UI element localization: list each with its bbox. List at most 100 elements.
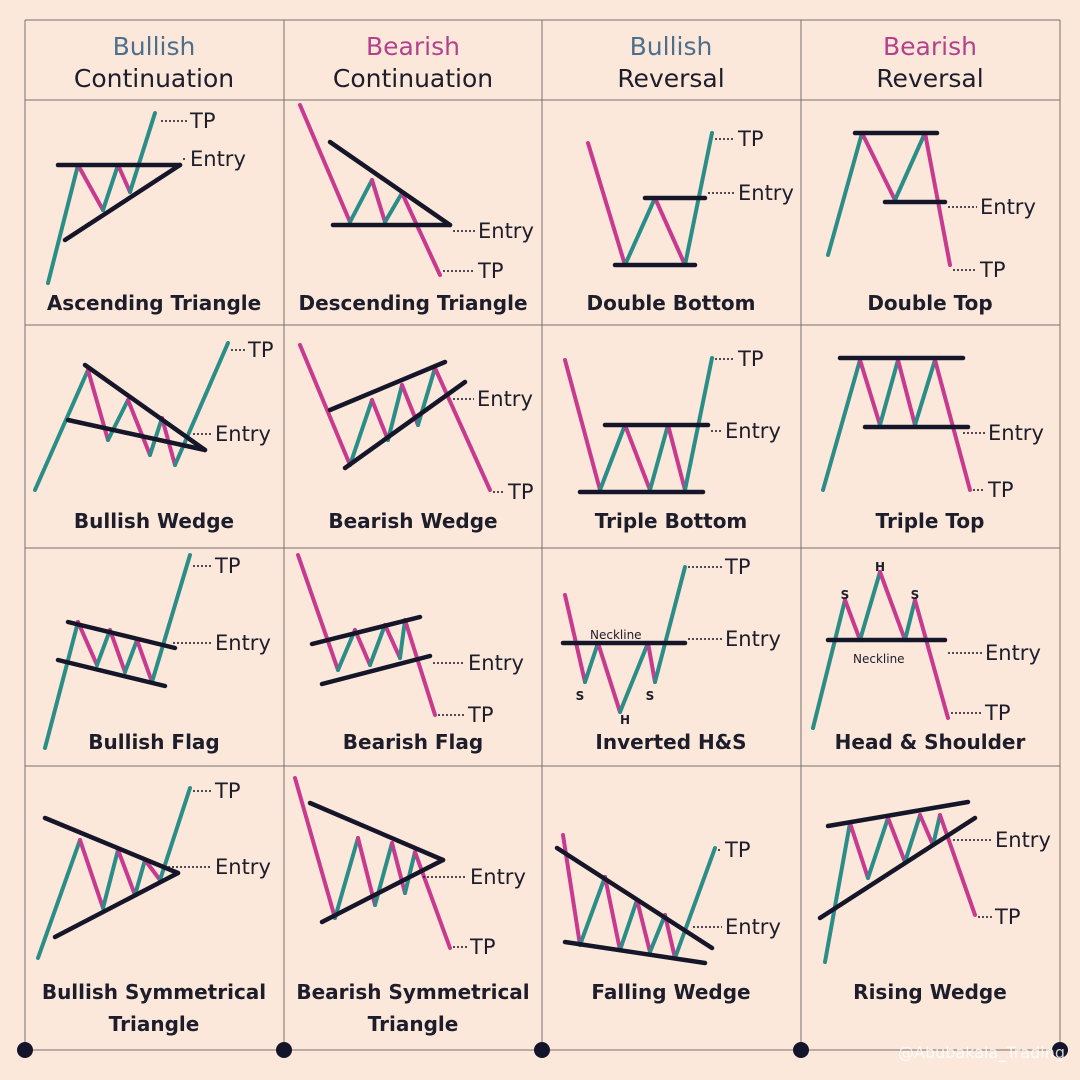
price-move [348,178,374,224]
price-move [635,898,652,954]
price-move [43,620,80,750]
column-type: Reversal [876,64,983,93]
price-move [821,358,862,492]
price-move [126,398,152,457]
tp-label: TP [737,127,764,151]
price-move [843,598,862,642]
price-move [128,111,157,194]
column-type: Reversal [617,64,724,93]
price-move [368,623,387,667]
price-move [938,813,977,917]
point-label: H [875,560,885,574]
price-move [370,178,387,224]
tp-label: TP [477,259,504,283]
tp-label: TP [189,109,216,133]
entry-label: Entry [725,419,781,443]
price-move [116,848,137,897]
trend-line [327,139,453,228]
entry-label: Entry [215,855,271,879]
tp-label: TP [214,554,241,578]
entry-label: Entry [215,422,271,446]
trend-line [42,815,181,876]
price-move [586,141,627,267]
trend-line [319,857,446,925]
pattern-name: Double Bottom [587,291,756,315]
price-move [673,846,717,960]
pattern-name: Inverted H&S [595,730,746,754]
tp-label: TP [467,703,494,727]
price-move [646,641,657,684]
column-type: Continuation [74,64,234,93]
price-move [133,858,147,897]
price-move [858,358,882,427]
trend-line [309,614,423,647]
pattern-name: Descending Triangle [298,291,527,315]
point-label: Neckline [853,652,905,666]
price-move [618,641,650,714]
price-move [296,553,340,672]
pattern-name: Bearish Flag [343,730,483,754]
entry-label: Entry [985,641,1041,665]
price-move [858,570,882,642]
pattern-name: Bullish Symmetrical [42,980,266,1004]
price-move [653,196,687,267]
trend-line [55,657,168,689]
price-move [598,423,627,492]
price-move [896,358,917,427]
tp-label: TP [994,905,1021,929]
price-move [860,131,897,202]
entry-label: Entry [215,631,271,655]
price-move [143,858,162,882]
price-move [618,898,639,952]
entry-label: Entry [190,147,246,171]
price-move [666,423,687,492]
price-move [383,623,402,660]
point-label: Neckline [590,628,642,642]
price-move [386,383,404,442]
price-move [158,786,192,882]
tp-label: TP [724,838,751,862]
price-move [623,423,652,492]
price-move [383,191,404,224]
trend-line [554,845,715,951]
entry-label: Entry [470,865,526,889]
price-move [878,358,900,427]
entry-label: Entry [725,915,781,939]
trend-line [327,359,448,413]
price-move [298,343,352,467]
price-move [823,821,852,964]
price-move [390,841,407,895]
point-label: S [841,588,850,602]
price-move [135,638,154,684]
price-move [353,628,372,667]
price-move [931,813,942,847]
trend-line [319,653,433,687]
tp-label: TP [737,347,764,371]
trend-line [825,799,971,829]
trend-line [307,800,446,863]
price-move [653,565,687,684]
pattern-name: Rising Wedge [853,980,1007,1004]
price-move [433,366,492,492]
price-move [923,131,952,267]
price-move [563,358,602,492]
tp-label: TP [984,701,1011,725]
entry-label: Entry [980,195,1036,219]
price-move [893,131,927,202]
price-move [903,598,917,642]
price-move [293,776,337,920]
price-move [903,813,922,864]
price-move [76,163,105,212]
trend-line [82,362,208,453]
price-move [108,628,127,674]
tp-label: TP [724,555,751,579]
point-label: S [646,689,655,703]
tp-label: TP [214,779,241,803]
column-sentiment: Bearish [883,32,977,61]
price-move [596,641,622,714]
price-move [886,816,907,864]
price-move [46,163,80,285]
price-move [866,816,890,880]
